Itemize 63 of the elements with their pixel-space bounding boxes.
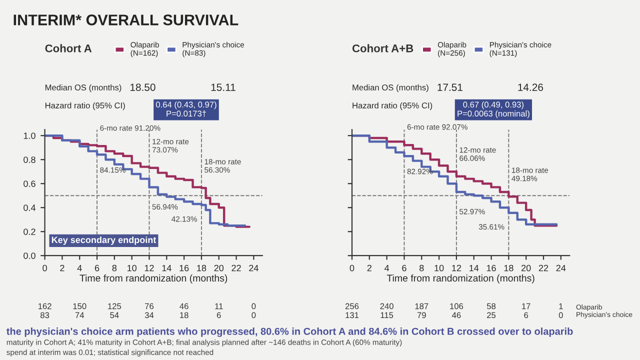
x-tick-label: 12 [144,264,154,272]
x-tick-label: 10 [434,264,444,272]
text: 17 6 [522,303,530,318]
text: Hazard ratio (95% CI) [352,102,432,110]
x-tick-label: 0 [42,264,47,272]
x-tick-label: 14 [470,264,479,272]
y-tick-label: 1.0 [24,132,36,139]
x-tick-label: 10 [128,264,137,272]
text: 46 18 [180,303,188,318]
text: 58 25 [486,303,496,318]
y-tick-label: 0.6 [24,180,36,187]
chart-title: INTERIM* OVERALL SURVIVAL [14,14,238,26]
text: 187 79 [415,303,428,318]
x-tick-label: 4 [77,264,82,272]
text: 240 115 [380,303,394,318]
x-tick-label: 16 [180,264,189,272]
x-tick-label: 20 [522,264,531,272]
text: 17.51 [438,84,462,91]
text: 256 131 [345,303,359,318]
text: 0 0 [252,303,256,318]
text: 125 54 [108,303,122,318]
text: 150 74 [73,303,86,318]
x-tick-label: 14 [162,264,172,272]
text: 106 46 [450,303,464,318]
text: 0.67 (0.49, 0.93) P=0.0063 (nominal) [458,101,530,118]
text: 76 34 [144,303,154,318]
text: the physician's choice arm patients who progressed, 80.6% in Cohort A and 84.6% in Cohort B crossed over to olaparib [6,328,573,337]
x-tick-label: 20 [214,264,224,272]
x-tick-label: 24 [249,264,258,272]
text: 11 6 [215,303,223,318]
x-tick-label: 6 [402,264,406,272]
x-tick-label: 4 [384,264,390,272]
text: 1 0 [558,303,563,318]
x-tick-label: 18 [504,264,514,272]
x-tick-label: 16 [486,264,496,272]
x-tick-label: 2 [367,264,372,272]
y-tick-label: 0.8 [24,156,36,163]
text: 162 83 [38,303,52,318]
x-tick-label: 18 [197,264,206,272]
annotation: Key secondary endpoint [52,236,156,245]
text: Median OS (months) [352,84,428,92]
x-tick-label: 12 [452,264,462,272]
y-tick-label: 0.4 [24,204,36,211]
x-axis-title: Time from randomization (months) [80,274,228,284]
text: Hazard ratio (95% CI) [45,102,125,110]
y-tick-label: 0.2 [24,228,36,235]
x-tick-label: 6 [94,264,100,272]
chart-title: Cohort A+B [352,44,414,52]
x-tick-label: 22 [538,264,548,272]
y-tick-label: 0.0 [24,252,36,259]
x-tick-label: 24 [556,264,566,272]
x-tick-label: 0 [350,264,354,272]
text: 14.26 [518,84,544,91]
x-tick-label: 8 [420,264,424,272]
text: 0.64 (0.43, 0.97) P=0.0173† [156,101,216,118]
text: 18.50 [130,84,156,91]
x-tick-label: 2 [60,264,64,272]
chart-subtitle: Cohort A [45,44,92,52]
text: 15.11 [211,84,236,91]
x-tick-label: 22 [232,264,241,272]
x-axis-title: Time from randomization (months) [386,274,534,284]
x-tick-label: 8 [112,264,117,272]
text: Median OS (months) [45,84,122,92]
